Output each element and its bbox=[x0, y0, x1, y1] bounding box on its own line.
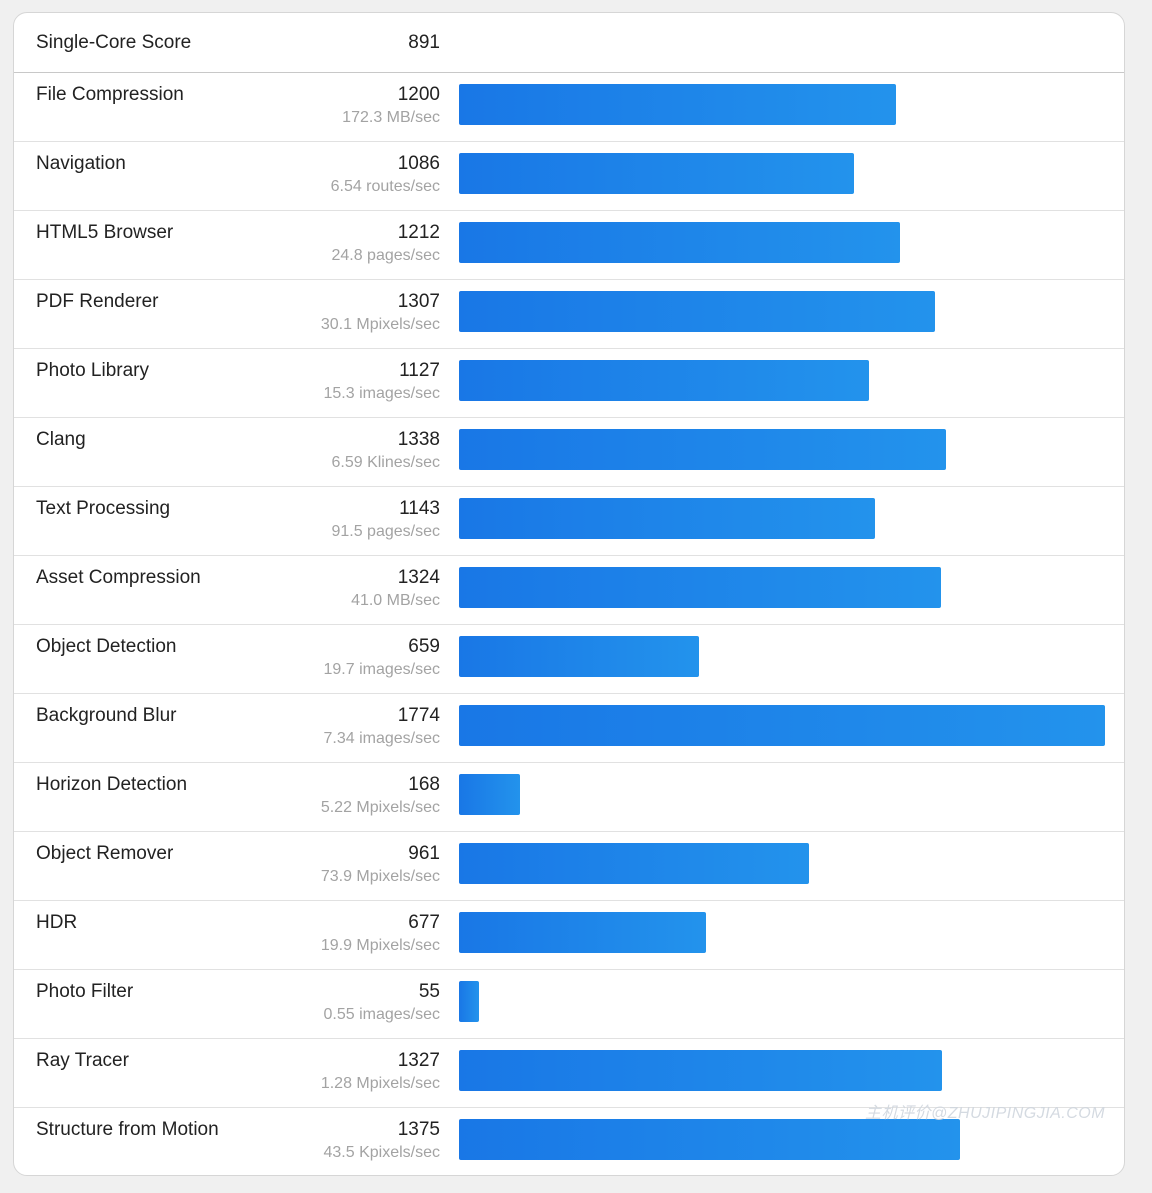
benchmark-name: Background Blur bbox=[36, 705, 177, 726]
score-bar bbox=[459, 1050, 942, 1091]
benchmark-rate: 19.7 images/sec bbox=[323, 661, 440, 678]
score-bar bbox=[459, 774, 520, 815]
benchmark-name: Object Detection bbox=[36, 636, 177, 657]
benchmark-row: Asset Compression 1324 41.0 MB/sec bbox=[14, 556, 1124, 625]
benchmark-name: Clang bbox=[36, 429, 86, 450]
score-bar bbox=[459, 567, 941, 608]
benchmark-row: Horizon Detection 168 5.22 Mpixels/sec bbox=[14, 763, 1124, 832]
benchmark-name: Asset Compression bbox=[36, 567, 201, 588]
benchmark-name: HDR bbox=[36, 912, 78, 933]
benchmark-rate: 172.3 MB/sec bbox=[342, 109, 440, 126]
score-bar bbox=[459, 912, 706, 953]
benchmark-score: 1086 bbox=[397, 153, 440, 174]
score-bar bbox=[459, 843, 809, 884]
score-bar bbox=[459, 222, 900, 263]
benchmark-score: 1324 bbox=[397, 567, 440, 588]
benchmark-name: Navigation bbox=[36, 153, 126, 174]
benchmark-name: Object Remover bbox=[36, 843, 174, 864]
benchmark-name: PDF Renderer bbox=[36, 291, 159, 312]
benchmark-row: Photo Library 1127 15.3 images/sec bbox=[14, 349, 1124, 418]
benchmark-score: 1127 bbox=[399, 360, 440, 381]
benchmark-score: 1143 bbox=[399, 498, 440, 519]
benchmark-score: 677 bbox=[408, 912, 440, 933]
benchmark-rate: 24.8 pages/sec bbox=[331, 247, 440, 264]
benchmark-rate: 41.0 MB/sec bbox=[351, 592, 440, 609]
score-bar bbox=[459, 84, 896, 125]
score-bar bbox=[459, 1119, 960, 1160]
benchmark-name: Horizon Detection bbox=[36, 774, 188, 795]
benchmark-name: Text Processing bbox=[36, 498, 171, 519]
benchmark-rate: 6.54 routes/sec bbox=[330, 178, 440, 195]
benchmark-name: HTML5 Browser bbox=[36, 222, 174, 243]
benchmark-row: PDF Renderer 1307 30.1 Mpixels/sec bbox=[14, 280, 1124, 349]
benchmark-row: Navigation 1086 6.54 routes/sec bbox=[14, 142, 1124, 211]
benchmark-row: Photo Filter 55 0.55 images/sec bbox=[14, 970, 1124, 1039]
single-core-score-row: Single-Core Score 891 bbox=[14, 13, 1124, 73]
benchmark-score: 1774 bbox=[397, 705, 440, 726]
benchmark-row: Object Remover 961 73.9 Mpixels/sec bbox=[14, 832, 1124, 901]
score-bar bbox=[459, 291, 935, 332]
benchmark-rate: 91.5 pages/sec bbox=[331, 523, 440, 540]
score-bar bbox=[459, 498, 875, 539]
benchmark-name: Structure from Motion bbox=[36, 1119, 219, 1140]
benchmark-name: Photo Filter bbox=[36, 981, 134, 1002]
single-core-score-value: 891 bbox=[408, 32, 440, 53]
score-bar bbox=[459, 429, 946, 470]
benchmark-rate: 1.28 Mpixels/sec bbox=[320, 1075, 440, 1092]
benchmark-row: HDR 677 19.9 Mpixels/sec bbox=[14, 901, 1124, 970]
benchmark-row: Clang 1338 6.59 Klines/sec bbox=[14, 418, 1124, 487]
benchmark-row: Object Detection 659 19.7 images/sec bbox=[14, 625, 1124, 694]
watermark: 主机评价@ZHUJIPINGJIA.COM bbox=[865, 1105, 1106, 1122]
benchmark-card: Single-Core Score 891 File Compression 12… bbox=[13, 12, 1125, 1176]
benchmark-rate: 30.1 Mpixels/sec bbox=[320, 316, 440, 333]
benchmark-score: 168 bbox=[408, 774, 440, 795]
benchmark-rate: 43.5 Kpixels/sec bbox=[323, 1144, 440, 1161]
benchmark-rate: 7.34 images/sec bbox=[323, 730, 440, 747]
benchmark-rate: 5.22 Mpixels/sec bbox=[320, 799, 440, 816]
benchmark-row: Text Processing 1143 91.5 pages/sec bbox=[14, 487, 1124, 556]
benchmark-score: 55 bbox=[418, 981, 440, 1002]
benchmark-score: 659 bbox=[408, 636, 440, 657]
benchmark-rate: 73.9 Mpixels/sec bbox=[320, 868, 440, 885]
benchmark-rate: 19.9 Mpixels/sec bbox=[320, 937, 440, 954]
benchmark-name: File Compression bbox=[36, 84, 184, 105]
benchmark-rows: File Compression 1200 172.3 MB/sec Navigati… bbox=[14, 73, 1124, 1175]
benchmark-rate: 6.59 Klines/sec bbox=[331, 454, 440, 471]
single-core-score-label: Single-Core Score bbox=[36, 32, 192, 53]
benchmark-score: 1375 bbox=[397, 1119, 440, 1140]
score-bar bbox=[459, 360, 869, 401]
benchmark-name: Photo Library bbox=[36, 360, 150, 381]
benchmark-rate: 0.55 images/sec bbox=[323, 1006, 440, 1023]
score-bar bbox=[459, 636, 699, 677]
benchmark-row: File Compression 1200 172.3 MB/sec bbox=[14, 73, 1124, 142]
benchmark-row: Ray Tracer 1327 1.28 Mpixels/sec bbox=[14, 1039, 1124, 1108]
benchmark-rate: 15.3 images/sec bbox=[323, 385, 440, 402]
benchmark-score: 1307 bbox=[397, 291, 440, 312]
benchmark-score: 961 bbox=[408, 843, 440, 864]
benchmark-score: 1338 bbox=[397, 429, 440, 450]
benchmark-score: 1327 bbox=[397, 1050, 440, 1071]
benchmark-score: 1212 bbox=[397, 222, 440, 243]
benchmark-row: Structure from Motion 1375 43.5 Kpixels/se… bbox=[14, 1108, 1124, 1175]
score-bar bbox=[459, 705, 1105, 746]
benchmark-row: Background Blur 1774 7.34 images/sec bbox=[14, 694, 1124, 763]
benchmark-name: Ray Tracer bbox=[36, 1050, 129, 1071]
benchmark-row: HTML5 Browser 1212 24.8 pages/sec bbox=[14, 211, 1124, 280]
score-bar bbox=[459, 981, 479, 1022]
benchmark-score: 1200 bbox=[397, 84, 440, 105]
score-bar bbox=[459, 153, 854, 194]
